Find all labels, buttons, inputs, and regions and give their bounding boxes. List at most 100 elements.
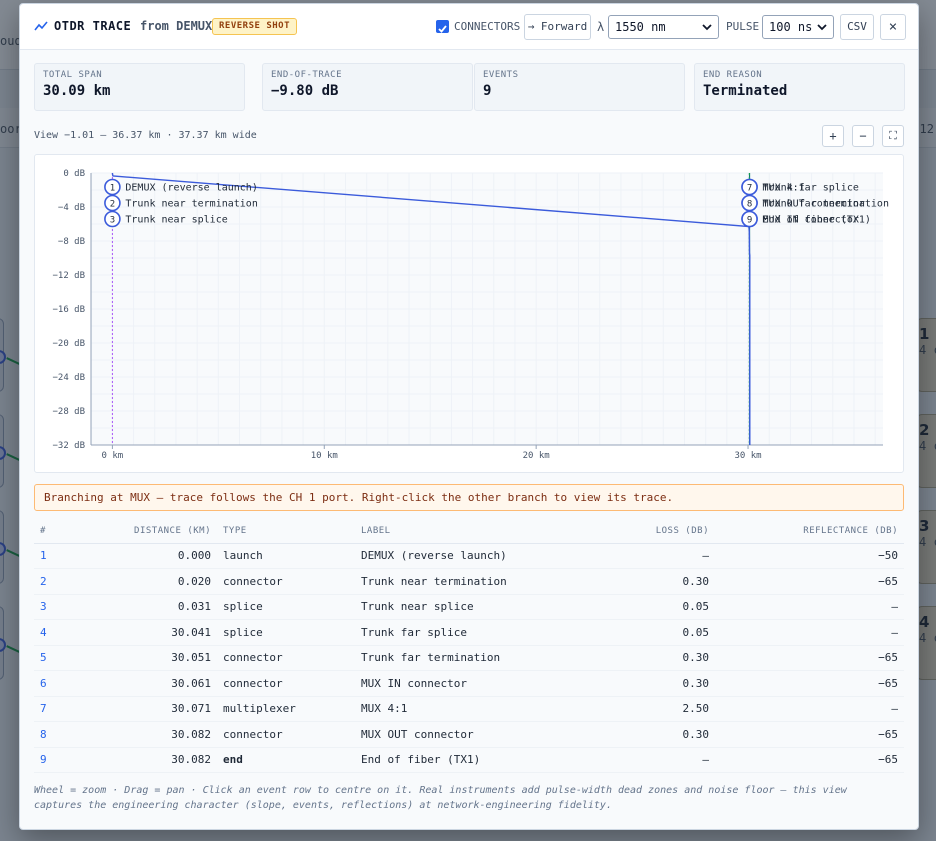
events-table: # DISTANCE (KM) TYPE LABEL LOSS (DB) REF… bbox=[34, 520, 904, 773]
event-loss: 2.50 bbox=[605, 696, 715, 722]
event-loss: — bbox=[605, 543, 715, 569]
event-reflectance: −65 bbox=[715, 721, 904, 748]
event-number: 5 bbox=[34, 645, 74, 671]
usage-footnote: Wheel = zoom · Drag = pan · Click an eve… bbox=[34, 785, 847, 811]
y-tick-label: −24 dB bbox=[52, 373, 85, 383]
event-label: Trunk near termination bbox=[125, 199, 257, 210]
pulse-width-value: 100 ns bbox=[769, 20, 813, 34]
table-header-row: # DISTANCE (KM) TYPE LABEL LOSS (DB) REF… bbox=[34, 520, 904, 544]
event-distance: 30.041 bbox=[74, 619, 217, 646]
forward-direction-button[interactable]: → Forward bbox=[524, 14, 591, 40]
event-reflectance: −65 bbox=[715, 568, 904, 595]
event-loss: 0.30 bbox=[605, 645, 715, 671]
table-row[interactable]: 1 0.000 launch DEMUX (reverse launch) — −50 bbox=[34, 543, 904, 569]
event-label: MUX 4:1 bbox=[763, 183, 805, 194]
zoom-in-button[interactable]: + bbox=[822, 125, 844, 147]
event-loss: 0.30 bbox=[605, 568, 715, 595]
event-label: MUX OUT connector bbox=[763, 199, 865, 210]
table-row[interactable]: 3 0.031 splice Trunk near splice 0.05— bbox=[34, 594, 904, 620]
zoom-out-button[interactable]: − bbox=[852, 125, 874, 147]
otdr-chart[interactable]: 0 dB −4 dB −8 dB −12 dB −16 dB −20 dB −24 dB −2… bbox=[34, 154, 904, 473]
event-label: Trunk far splice bbox=[763, 183, 859, 194]
x-tick-label: 20 km bbox=[523, 451, 550, 461]
event-reflectance: −65 bbox=[715, 747, 904, 773]
event-number: 3 bbox=[34, 594, 74, 620]
event-number: 7 bbox=[34, 696, 74, 722]
event-distance: 30.051 bbox=[74, 645, 217, 671]
event-badge-3[interactable] bbox=[104, 210, 121, 228]
connectors-checkbox[interactable] bbox=[436, 20, 449, 33]
event-label: Trunk far termination bbox=[355, 645, 605, 671]
otdr-trace-dialog: OTDR TRACE from DEMUX REVERSE SHOT CONNE… bbox=[19, 3, 919, 830]
x-tick-label: 30 km bbox=[734, 451, 761, 461]
close-button[interactable]: × bbox=[880, 14, 906, 40]
col-header-number: # bbox=[34, 520, 74, 544]
event-number: 6 bbox=[34, 670, 74, 697]
event-type: connector bbox=[217, 670, 355, 697]
event-label: Trunk far termination bbox=[763, 199, 889, 210]
event-badge-2[interactable] bbox=[104, 194, 121, 212]
event-reflectance: — bbox=[715, 619, 904, 646]
y-tick-label: −12 dB bbox=[52, 271, 85, 281]
chevron-down-icon bbox=[702, 16, 712, 47]
event-badge-7[interactable] bbox=[741, 178, 758, 196]
wavelength-value: 1550 nm bbox=[615, 20, 666, 34]
event-type: connector bbox=[217, 721, 355, 748]
fit-view-button[interactable]: ⛶ bbox=[882, 125, 904, 147]
event-badge-number: 1 bbox=[110, 184, 115, 194]
event-type: launch bbox=[217, 543, 355, 569]
event-label: End of fiber (TX1) bbox=[355, 747, 605, 773]
stat-value: −9.80 dB bbox=[271, 83, 339, 99]
stat-label: END-OF-TRACE bbox=[271, 70, 343, 80]
event-badge-number: 3 bbox=[110, 216, 115, 226]
table-row[interactable]: 5 30.051 connector Trunk far termination 0.3… bbox=[34, 645, 904, 671]
event-label: DEMUX (reverse launch) bbox=[355, 543, 605, 569]
event-reflectance: −65 bbox=[715, 670, 904, 697]
x-tick-label: 0 km bbox=[102, 451, 124, 461]
event-reflectance: — bbox=[715, 696, 904, 722]
event-badge-1[interactable] bbox=[104, 178, 121, 196]
wavelength-select[interactable]: 1550 nm bbox=[608, 15, 719, 39]
table-row[interactable]: 8 30.082 connector MUX OUT connector 0.30 −65 bbox=[34, 721, 904, 748]
y-tick-label: −32 dB bbox=[52, 441, 85, 451]
col-header-loss: LOSS (DB) bbox=[605, 520, 715, 544]
event-distance: 30.071 bbox=[74, 696, 217, 722]
trace-chart-icon bbox=[34, 21, 48, 31]
event-loss: 0.05 bbox=[605, 594, 715, 620]
stat-value: 30.09 km bbox=[43, 83, 111, 99]
event-type: splice bbox=[217, 594, 355, 620]
view-range-info: View −1.01 – 36.37 km · 37.37 km wide bbox=[34, 130, 257, 141]
checkmark-icon bbox=[438, 25, 447, 33]
table-row[interactable]: 7 30.071 multiplexer MUX 4:1 2.50— bbox=[34, 696, 904, 722]
event-label: Trunk near termination bbox=[355, 568, 605, 595]
y-tick-label: −16 dB bbox=[52, 305, 85, 315]
x-tick-label: 10 km bbox=[311, 451, 338, 461]
csv-export-button[interactable]: CSV bbox=[840, 14, 874, 40]
pulse-width-select[interactable]: 100 ns bbox=[762, 15, 834, 39]
stat-end-of-trace: END-OF-TRACE −9.80 dB bbox=[262, 63, 473, 111]
otdr-chart-svg[interactable]: 0 dB −4 dB −8 dB −12 dB −16 dB −20 dB −24 dB −2… bbox=[35, 155, 905, 474]
table-row[interactable]: 9 30.082 end End of fiber (TX1) — −65 bbox=[34, 747, 904, 773]
col-header-distance: DISTANCE (KM) bbox=[74, 520, 217, 544]
event-label: End of fiber (TX1) bbox=[763, 215, 871, 226]
event-number: 2 bbox=[34, 568, 74, 595]
event-number: 9 bbox=[34, 747, 74, 773]
y-tick-label: −20 dB bbox=[52, 339, 85, 349]
event-number: 1 bbox=[34, 543, 74, 569]
table-row[interactable]: 6 30.061 connector MUX IN connector 0.30 −65 bbox=[34, 670, 904, 697]
event-loss: 0.30 bbox=[605, 670, 715, 697]
event-label: MUX IN connector bbox=[355, 670, 605, 697]
table-row[interactable]: 4 30.041 splice Trunk far splice 0.05— bbox=[34, 619, 904, 646]
event-label: MUX 4:1 bbox=[355, 696, 605, 722]
event-type: end bbox=[217, 747, 355, 773]
event-badge-9[interactable] bbox=[741, 210, 758, 228]
event-loss: — bbox=[605, 747, 715, 773]
stat-total-span: TOTAL SPAN 30.09 km bbox=[34, 63, 245, 111]
table-row[interactable]: 2 0.020 connector Trunk near termination 0.3… bbox=[34, 568, 904, 595]
connectors-label[interactable]: CONNECTORS bbox=[454, 20, 521, 33]
event-badge-8[interactable] bbox=[741, 194, 758, 212]
col-header-reflectance: REFLECTANCE (DB) bbox=[715, 520, 904, 544]
y-tick-label: 0 dB bbox=[63, 169, 85, 179]
event-reflectance: −65 bbox=[715, 645, 904, 671]
event-number: 8 bbox=[34, 721, 74, 748]
